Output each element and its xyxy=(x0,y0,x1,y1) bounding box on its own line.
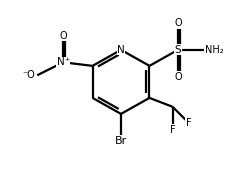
Text: O: O xyxy=(174,72,182,82)
Text: Br: Br xyxy=(115,136,127,146)
Text: O: O xyxy=(59,31,67,41)
Text: N⁺: N⁺ xyxy=(57,57,70,67)
Text: N: N xyxy=(117,45,125,55)
Text: F: F xyxy=(170,125,175,135)
Text: NH₂: NH₂ xyxy=(205,45,223,55)
Text: O: O xyxy=(174,18,182,28)
Text: S: S xyxy=(175,45,181,55)
Text: F: F xyxy=(186,118,191,128)
Text: ⁻O: ⁻O xyxy=(23,70,36,80)
